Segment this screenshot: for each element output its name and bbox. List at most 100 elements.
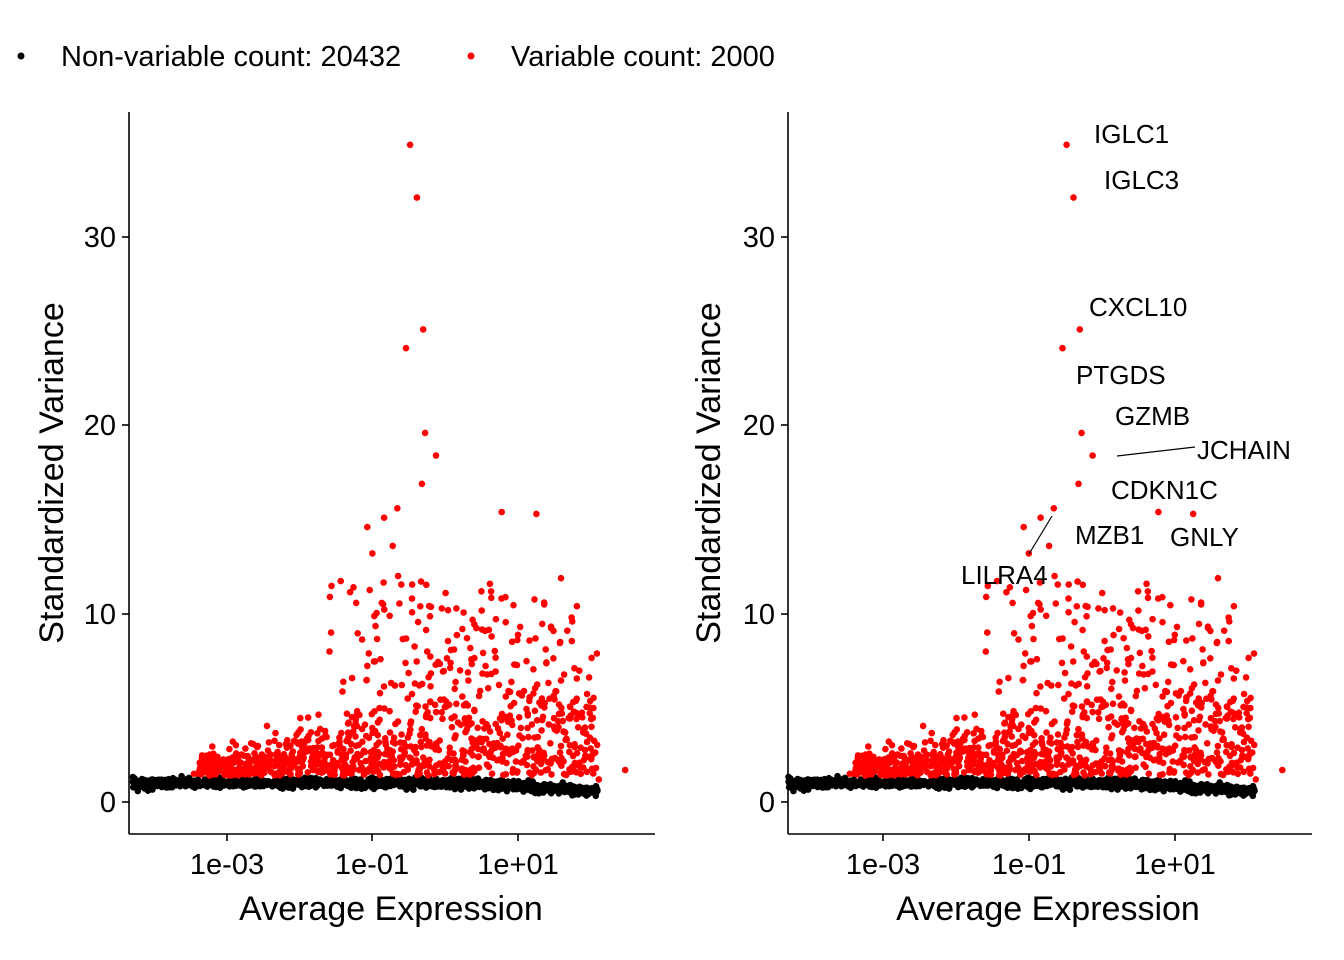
variable-point	[426, 738, 433, 746]
variable-point	[373, 635, 381, 643]
variable-point	[592, 764, 600, 772]
nonvariable-point	[297, 780, 305, 787]
variable-point	[486, 580, 494, 588]
variable-point	[468, 720, 475, 727]
variable-point	[221, 757, 229, 764]
nonvariable-point	[138, 775, 146, 783]
variable-point	[473, 624, 480, 632]
variable-point	[1139, 662, 1146, 670]
variable-point	[426, 613, 434, 620]
variable-point	[414, 768, 422, 776]
variable-point	[438, 709, 446, 716]
variable-point	[417, 578, 425, 585]
variable-point	[523, 753, 531, 760]
variable-point	[1199, 767, 1206, 774]
nonvariable-point	[356, 776, 364, 783]
variable-point	[499, 735, 507, 742]
variable-point	[485, 626, 493, 634]
variable-point	[292, 738, 300, 746]
variable-point	[1087, 770, 1095, 778]
variable-point	[907, 750, 914, 757]
variable-point	[582, 730, 590, 737]
variable-point	[436, 737, 444, 744]
variable-point	[459, 693, 466, 700]
variable-point	[1167, 699, 1175, 707]
nonvariable-point	[572, 790, 579, 797]
variable-point	[242, 745, 249, 752]
variable-point	[531, 596, 538, 603]
nonvariable-point	[1020, 778, 1027, 786]
variable-point	[1188, 707, 1196, 715]
variable-point	[479, 670, 486, 677]
variable-point	[324, 751, 331, 759]
variable-point	[899, 761, 906, 768]
nonvariable-point	[1133, 778, 1141, 786]
variable-point	[903, 740, 911, 747]
variable-point	[475, 764, 483, 771]
variable-point	[1043, 729, 1050, 736]
variable-point	[508, 678, 515, 686]
variable-point	[1160, 731, 1168, 738]
variable-point	[971, 768, 978, 776]
variable-point	[1248, 749, 1256, 756]
nonvariable-point	[513, 784, 521, 792]
variable-point	[326, 593, 334, 601]
variable-point	[1042, 707, 1050, 715]
variable-point	[550, 692, 557, 700]
variable-point	[416, 731, 424, 739]
nonvariable-point	[346, 778, 354, 786]
variable-point	[558, 710, 566, 717]
variable-point	[1174, 724, 1181, 732]
variable-point	[264, 764, 272, 771]
nonvariable-point	[162, 776, 169, 784]
variable-point	[457, 721, 465, 728]
variable-point	[464, 669, 472, 676]
variable-point	[986, 757, 993, 764]
variable-point	[1240, 738, 1248, 746]
variable-point	[427, 698, 434, 706]
variable-point	[907, 770, 914, 777]
variable-point	[1065, 690, 1072, 698]
variable-point	[469, 616, 476, 624]
variable-point	[453, 631, 461, 639]
variable-point	[329, 764, 337, 771]
variable-point	[866, 750, 873, 757]
variable-point	[414, 702, 422, 710]
variable-point	[882, 763, 889, 771]
variable-point	[458, 756, 466, 764]
variable-point	[1190, 717, 1198, 724]
nonvariable-point	[1026, 784, 1033, 791]
variable-point	[1076, 754, 1083, 761]
variable-point	[340, 745, 347, 753]
nonvariable-point	[444, 781, 451, 789]
variable-point	[1156, 735, 1163, 742]
variable-point	[381, 735, 389, 742]
variable-point	[327, 629, 335, 636]
variable-point	[432, 661, 440, 668]
variable-point	[525, 733, 532, 741]
variable-point	[1117, 748, 1125, 755]
nonvariable-point	[237, 782, 244, 789]
variable-point	[402, 635, 410, 642]
variable-point	[1150, 757, 1158, 764]
variable-point	[1089, 762, 1097, 769]
variable-point	[402, 761, 410, 769]
nonvariable-point	[156, 779, 164, 787]
variable-point	[997, 772, 1004, 779]
variable-point	[1001, 767, 1009, 774]
variable-point	[318, 762, 326, 770]
nonvariable-point	[284, 779, 291, 786]
variable-point	[405, 669, 412, 677]
variable-point	[538, 620, 546, 628]
variable-point	[576, 759, 583, 767]
variable-point	[1060, 695, 1068, 702]
variable-point	[1190, 681, 1198, 688]
variable-point	[1217, 758, 1224, 765]
variable-point	[348, 674, 356, 682]
variable-point	[372, 622, 379, 630]
variable-point	[860, 760, 867, 767]
variable-point	[364, 767, 371, 774]
variable-point	[523, 657, 530, 665]
variable-point	[590, 694, 597, 702]
variable-point	[345, 719, 352, 726]
